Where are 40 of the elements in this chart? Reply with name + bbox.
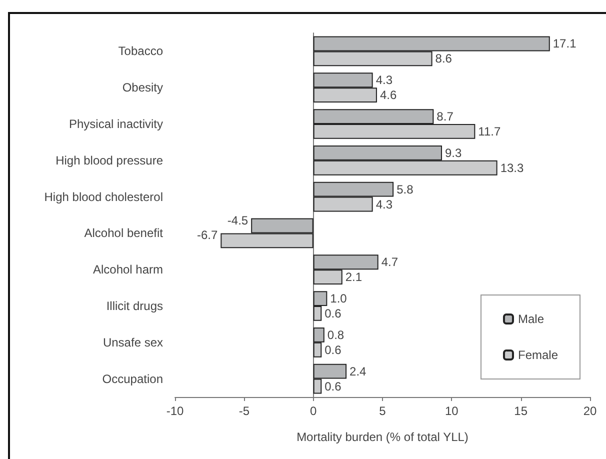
data-label: 9.3: [444, 146, 462, 160]
y-tick-label: Unsafe sex: [102, 335, 163, 350]
y-tick-label: Obesity: [122, 80, 163, 95]
x-tick-label: -5: [238, 404, 250, 418]
y-tick-label: High blood cholesterol: [44, 190, 163, 204]
x-tick-label: -10: [166, 404, 184, 418]
data-label: 13.3: [500, 160, 524, 175]
y-tick-label: Physical inactivity: [68, 117, 163, 131]
y-tick-label: Occupation: [102, 372, 163, 386]
y-tick-label: Alcohol benefit: [84, 226, 164, 240]
data-label: 5.8: [396, 182, 414, 196]
data-label: 0.8: [327, 328, 344, 342]
data-label: 8.6: [435, 52, 452, 66]
data-label: -6.7: [196, 228, 218, 242]
data-label: 0.6: [324, 342, 342, 357]
data-label: 2.1: [345, 270, 362, 284]
y-tick-label: Alcohol harm: [92, 262, 164, 277]
data-label: 4.6: [380, 88, 397, 102]
y-tick-label: High blood pressure: [56, 153, 164, 168]
x-tick-label: 10: [444, 404, 459, 418]
data-label: 2.4: [350, 364, 367, 378]
data-label: 1.0: [330, 292, 348, 306]
x-tick-label: 5: [379, 404, 386, 418]
data-label: 11.7: [478, 124, 501, 138]
x-tick-label: 15: [514, 404, 528, 418]
data-label: 0.6: [324, 306, 342, 320]
data-label: 4.3: [376, 197, 393, 212]
legend-label: Male: [518, 312, 544, 326]
data-label: 0.6: [324, 379, 342, 394]
x-axis-title: Mortality burden (% of total YLL): [296, 430, 468, 444]
data-label: 17.1: [552, 36, 577, 51]
data-label: 8.7: [436, 110, 454, 124]
data-label: 4.3: [376, 73, 393, 88]
data-label: 4.7: [381, 255, 398, 270]
y-tick-label: Tobacco: [118, 44, 164, 58]
x-tick-label: 0: [310, 404, 317, 418]
x-tick-label: 20: [583, 404, 597, 418]
data-label: -4.5: [227, 213, 248, 228]
legend-label: Female: [518, 348, 558, 362]
y-tick-label: Illicit drugs: [106, 299, 163, 313]
